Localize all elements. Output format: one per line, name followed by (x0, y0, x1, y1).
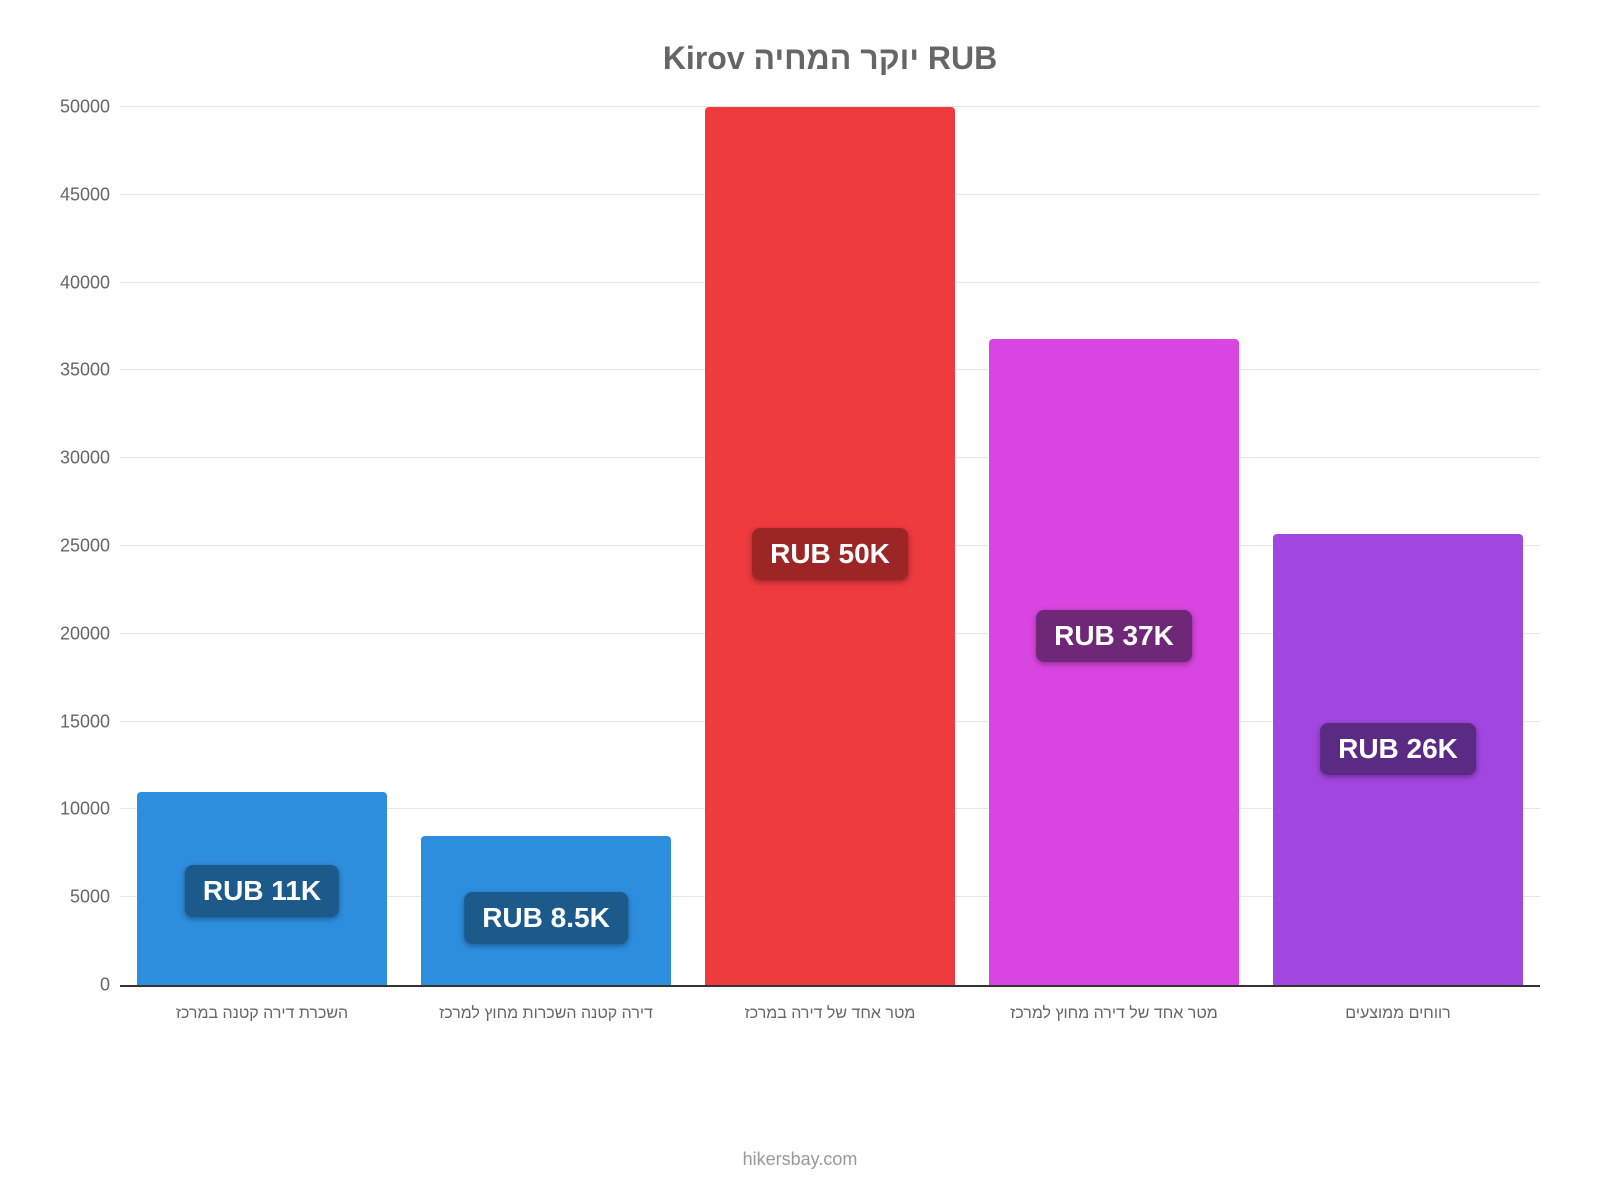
y-tick-label: 20000 (40, 623, 110, 644)
y-tick-label: 0 (40, 975, 110, 996)
y-tick-label: 45000 (40, 184, 110, 205)
bar-slot: RUB 26K (1256, 107, 1540, 985)
footer-credit: hikersbay.com (0, 1149, 1600, 1170)
bar-value-badge: RUB 11K (185, 865, 339, 917)
y-tick-label: 30000 (40, 448, 110, 469)
y-tick-label: 10000 (40, 799, 110, 820)
y-tick-label: 35000 (40, 360, 110, 381)
bar: RUB 50K (705, 107, 955, 985)
y-tick-label: 25000 (40, 536, 110, 557)
bar-slot: RUB 8.5K (404, 107, 688, 985)
bar: RUB 37K (989, 339, 1239, 985)
bar-slot: RUB 11K (120, 107, 404, 985)
bar-slot: RUB 50K (688, 107, 972, 985)
chart-title: Kirov יוקר המחיה RUB (120, 40, 1540, 77)
x-axis-labels: השכרת דירה קטנה במרכזדירה קטנה השכרות מח… (120, 1005, 1540, 1023)
x-axis-label: השכרת דירה קטנה במרכז (120, 1005, 404, 1023)
chart-container: Kirov יוקר המחיה RUB 0500010000150002000… (0, 0, 1600, 1200)
y-tick-label: 50000 (40, 97, 110, 118)
bar: RUB 11K (137, 792, 387, 985)
bar-slot: RUB 37K (972, 107, 1256, 985)
y-tick-label: 40000 (40, 272, 110, 293)
y-axis: 0500010000150002000025000300003500040000… (40, 107, 110, 985)
bar-value-badge: RUB 50K (752, 528, 908, 580)
x-axis-label: רווחים ממוצעים (1256, 1005, 1540, 1023)
bars-row: RUB 11K RUB 8.5K RUB 50K RUB 37K RUB 26K (120, 107, 1540, 985)
y-tick-label: 15000 (40, 711, 110, 732)
bar-value-badge: RUB 8.5K (464, 892, 628, 944)
bar-value-badge: RUB 37K (1036, 610, 1192, 662)
x-axis-label: דירה קטנה השכרות מחוץ למרכז (404, 1005, 688, 1023)
plot-area: 0500010000150002000025000300003500040000… (120, 107, 1540, 987)
bar-value-badge: RUB 26K (1320, 723, 1476, 775)
x-axis-label: מטר אחד של דירה מחוץ למרכז (972, 1005, 1256, 1023)
x-axis-label: מטר אחד של דירה במרכז (688, 1005, 972, 1023)
bar: RUB 26K (1273, 534, 1523, 985)
y-tick-label: 5000 (40, 887, 110, 908)
bar: RUB 8.5K (421, 836, 671, 985)
